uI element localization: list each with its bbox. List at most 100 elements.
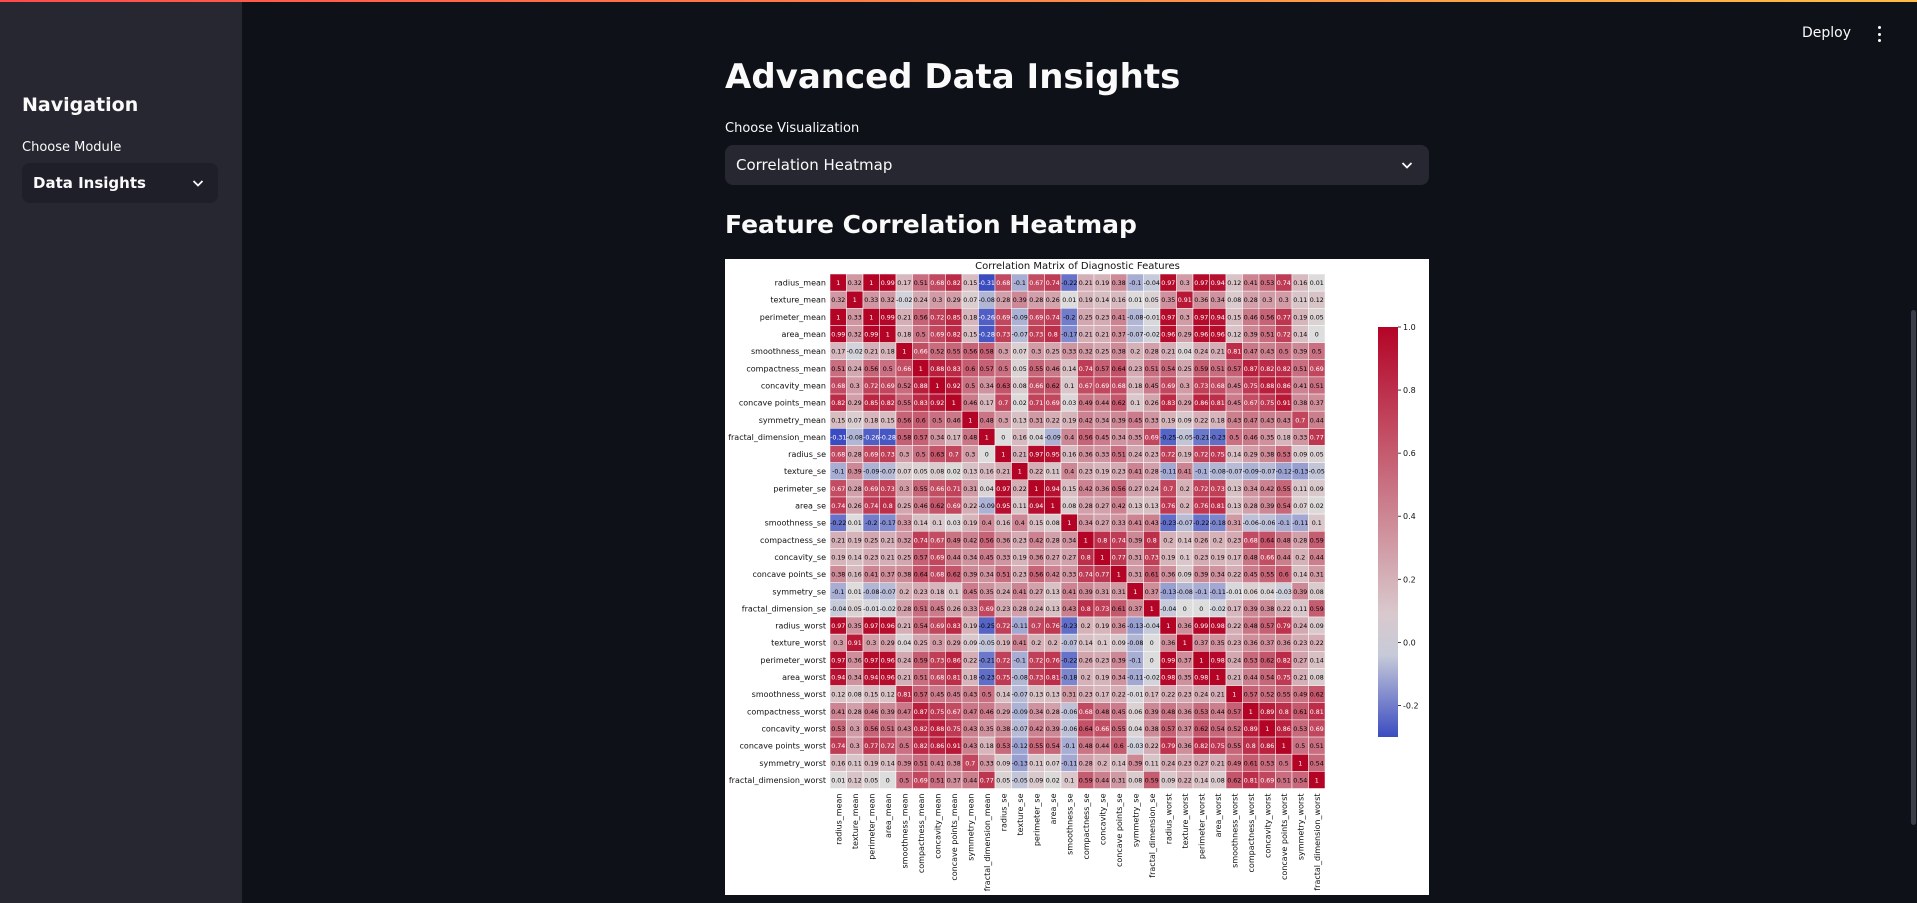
heatmap-cell-label: 0.1 xyxy=(1064,383,1074,390)
heatmap-cell-label: 0.36 xyxy=(848,657,862,664)
heatmap-cell-label: 0.08 xyxy=(1062,503,1076,510)
heatmap-cell-label: 0.81 xyxy=(1310,709,1324,716)
heatmap-cell-label: 0.34 xyxy=(1029,709,1043,716)
y-tick-label: area_mean xyxy=(781,330,826,339)
heatmap-cell-label: 1 xyxy=(919,366,923,373)
heatmap-cell-label: 0.69 xyxy=(930,623,944,630)
heatmap-cell-label: 0.57 xyxy=(980,366,994,373)
heatmap-cell-label: 0.14 xyxy=(1227,452,1241,459)
heatmap-cell-label: 0.14 xyxy=(1178,537,1192,544)
deploy-button[interactable]: Deploy xyxy=(1802,25,1852,41)
heatmap-cell-label: 0.23 xyxy=(1013,572,1027,579)
heatmap-cell-label: 0.16 xyxy=(996,520,1010,527)
heatmap-cell-label: 0.91 xyxy=(1277,400,1291,407)
heatmap-cell-label: 0.4 xyxy=(1015,520,1025,527)
heatmap-cell-label: 0.11 xyxy=(848,760,862,767)
heatmap-cell-label: 0.45 xyxy=(1128,417,1142,424)
heatmap-cell-label: 0.2 xyxy=(1295,554,1305,561)
heatmap-cell-label: 0.24 xyxy=(1029,606,1043,613)
module-select[interactable]: Data Insights xyxy=(22,163,218,203)
heatmap-cell-label: 0.99 xyxy=(864,332,878,339)
heatmap-cell-label: 0.18 xyxy=(1128,383,1142,390)
heatmap-cell-label: 0.07 xyxy=(897,469,911,476)
heatmap-cell-label: 0.45 xyxy=(1145,383,1159,390)
y-tick-label: smoothness_worst xyxy=(752,690,826,699)
heatmap-cell-label: 0.69 xyxy=(930,332,944,339)
heatmap-cell-label: 0.96 xyxy=(881,675,895,682)
heatmap-cell-label: 0.74 xyxy=(831,503,845,510)
heatmap-cell-label: -0.07 xyxy=(1259,469,1275,476)
heatmap-cell-label: 0.32 xyxy=(897,537,911,544)
heatmap-cell-label: 0.33 xyxy=(1145,417,1159,424)
heatmap-cell-label: 0.75 xyxy=(947,726,961,733)
heatmap-cell-label: 0.21 xyxy=(1079,280,1093,287)
heatmap-cell-label: 0.09 xyxy=(1310,623,1324,630)
heatmap-cell-label: 0.12 xyxy=(1227,280,1241,287)
heatmap-cell-label: 0.67 xyxy=(1079,383,1093,390)
heatmap-cell-label: 0.41 xyxy=(1013,640,1027,647)
heatmap-cell-label: -0.07 xyxy=(1012,692,1028,699)
heatmap-cell-label: 0.42 xyxy=(1079,417,1093,424)
heatmap-cell-label: 0.35 xyxy=(980,589,994,596)
kebab-menu-icon[interactable] xyxy=(1870,24,1888,44)
heatmap-cell-label: 0.14 xyxy=(1062,366,1076,373)
x-tick-label: smoothness_worst xyxy=(1230,794,1239,868)
visualization-select[interactable]: Correlation Heatmap xyxy=(725,145,1429,185)
heatmap-cell-label: 0.28 xyxy=(1029,297,1043,304)
x-tick-label: texture_worst xyxy=(1181,794,1190,849)
heatmap-cell-label: 0.04 xyxy=(980,486,994,493)
y-tick-label: perimeter_mean xyxy=(760,313,826,322)
heatmap-cell-label: 0.18 xyxy=(963,675,977,682)
heatmap-cell-label: 0.05 xyxy=(1013,366,1027,373)
heatmap-cell-label: 0.21 xyxy=(996,469,1010,476)
heatmap-cell-label: 0.05 xyxy=(864,777,878,784)
heatmap-cell-label: 0.26 xyxy=(1079,657,1093,664)
heatmap-cell-label: 0.44 xyxy=(1277,554,1291,561)
heatmap-cell-label: 0.25 xyxy=(1079,314,1093,321)
heatmap-cell-label: 0.31 xyxy=(963,486,977,493)
heatmap-cell-label: 0.35 xyxy=(980,726,994,733)
heatmap-cell-label: 0.52 xyxy=(1227,726,1241,733)
heatmap-cell-label: 0.07 xyxy=(963,297,977,304)
heatmap-cell-label: 0.09 xyxy=(996,760,1010,767)
heatmap-cell-label: 0.24 xyxy=(996,589,1010,596)
heatmap-cell-label: 0.66 xyxy=(897,366,911,373)
x-tick-label: compactness_se xyxy=(1082,793,1091,859)
heatmap-cell-label: 0.23 xyxy=(1095,657,1109,664)
heatmap-cell-label: 0.23 xyxy=(1194,554,1208,561)
heatmap-cell-label: -0.2 xyxy=(865,520,877,527)
heatmap-cell-label: 0.19 xyxy=(1161,554,1175,561)
heatmap-cell-label: 0.41 xyxy=(1128,469,1142,476)
heatmap-cell-label: 0.55 xyxy=(1227,743,1241,750)
heatmap-cell-label: 0.2 xyxy=(1163,537,1173,544)
heatmap-cell-label: 0.98 xyxy=(1211,657,1225,664)
heatmap-cell-label: 0.15 xyxy=(963,280,977,287)
heatmap-cell-label: -0.1 xyxy=(1063,743,1075,750)
heatmap-cell-label: 0.58 xyxy=(897,434,911,441)
heatmap-cell-label: 0.11 xyxy=(1293,606,1307,613)
heatmap-cell-label: 1 xyxy=(1117,572,1121,579)
page-scrollbar[interactable] xyxy=(1911,310,1916,825)
heatmap-cell-label: 0.34 xyxy=(1079,520,1093,527)
heatmap-cell-label: 0.2 xyxy=(899,589,909,596)
heatmap-cell-label: 0.33 xyxy=(980,760,994,767)
heatmap-cell-label: 0.68 xyxy=(1244,537,1258,544)
heatmap-cell-label: -0.08 xyxy=(1012,675,1028,682)
heatmap-cell-label: 0.72 xyxy=(1194,486,1208,493)
heatmap-cell-label: 0.2 xyxy=(1048,640,1058,647)
heatmap-cell-label: 0.56 xyxy=(1079,434,1093,441)
heatmap-cell-label: -0.1 xyxy=(1195,469,1207,476)
heatmap-cell-label: 0.4 xyxy=(1064,434,1074,441)
y-tick-label: texture_mean xyxy=(770,296,826,305)
heatmap-cell-label: 0.34 xyxy=(1112,434,1126,441)
heatmap-cell-label: 0.14 xyxy=(1194,777,1208,784)
heatmap-cell-label: 0 xyxy=(985,452,989,459)
heatmap-cell-label: 0.7 xyxy=(1295,417,1305,424)
heatmap-cell-label: 0.3 xyxy=(1180,314,1190,321)
heatmap-cell-label: 0.04 xyxy=(897,640,911,647)
heatmap-cell-label: 0.22 xyxy=(1046,417,1060,424)
heatmap-cell-label: -0.09 xyxy=(1012,709,1028,716)
heatmap-cell-label: 0.96 xyxy=(881,623,895,630)
heatmap-cell-label: 0.46 xyxy=(980,709,994,716)
heatmap-cell-label: 0.95 xyxy=(1046,452,1060,459)
